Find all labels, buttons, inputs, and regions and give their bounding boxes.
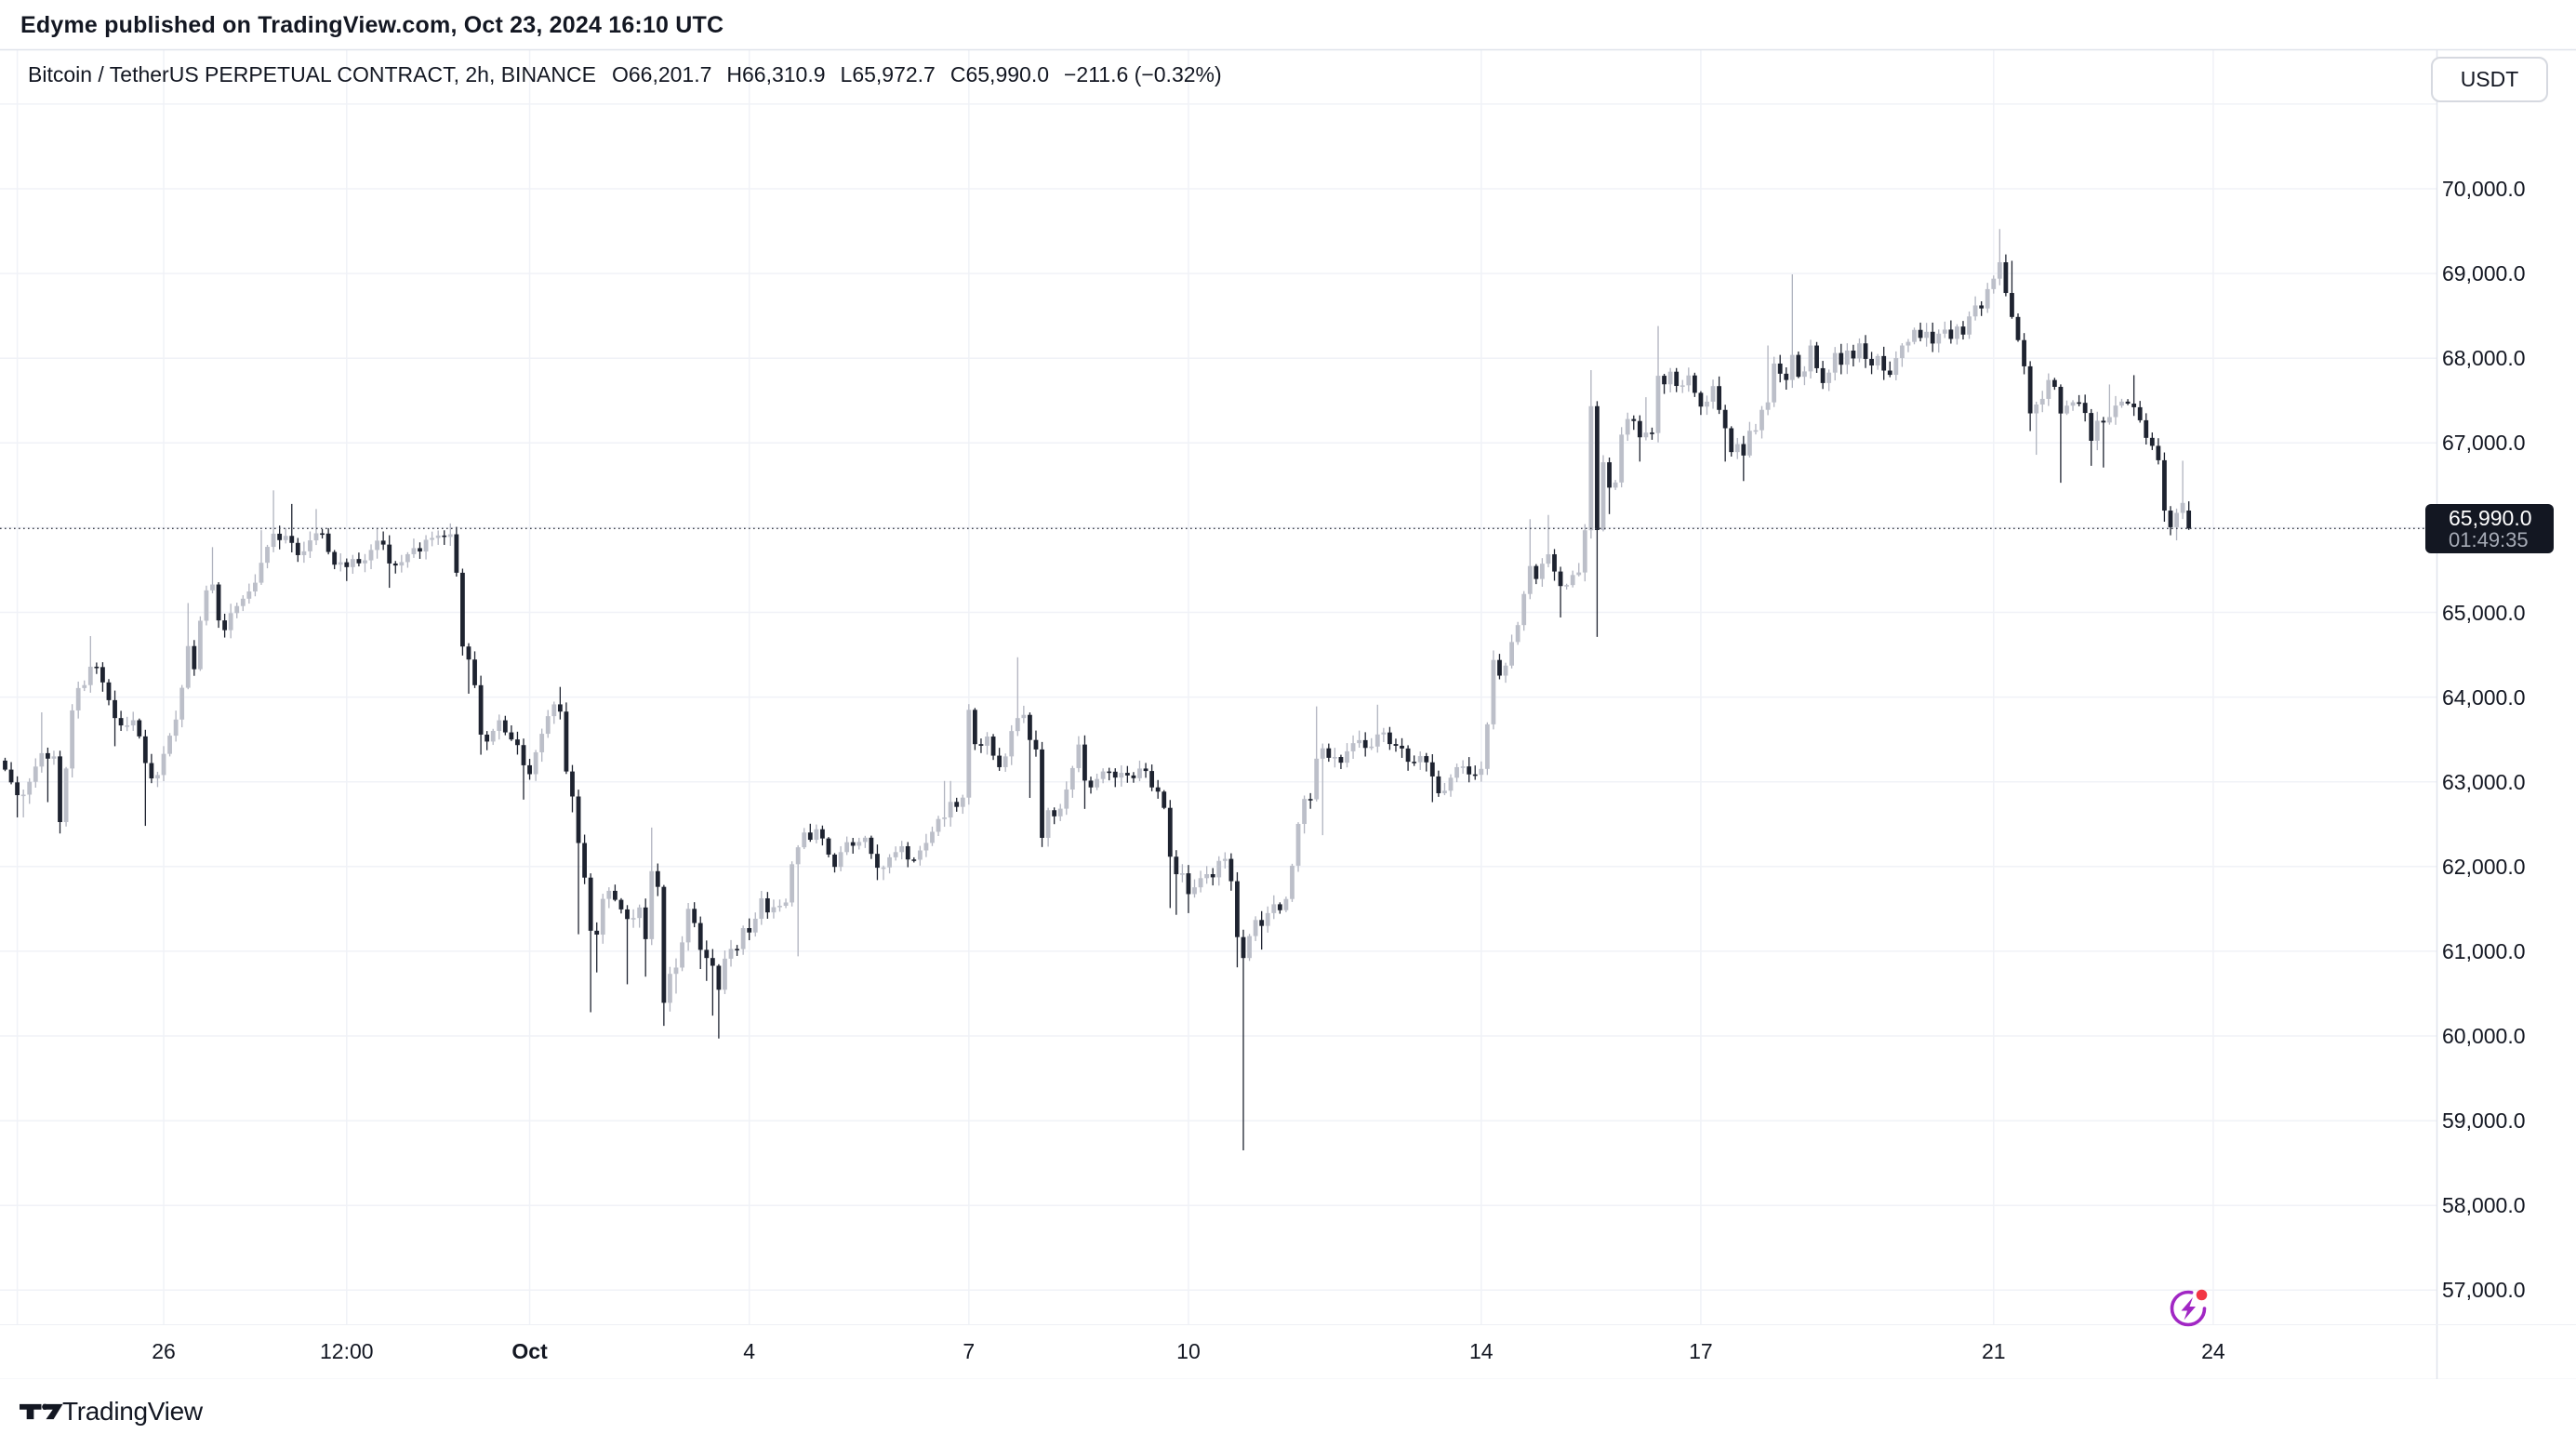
price-tick-label: 67,000.0 xyxy=(2442,431,2526,456)
ohlc-item: −211.6 (−0.32%) xyxy=(1064,62,1222,86)
price-tick-label: 61,000.0 xyxy=(2442,938,2526,963)
publish-title: Edyme published on TradingView.com, Oct … xyxy=(20,12,724,38)
symbol-title: Bitcoin / TetherUS PERPETUAL CONTRACT, 2… xyxy=(28,62,596,86)
price-tick-label: 62,000.0 xyxy=(2442,854,2526,879)
time-tick-label: 24 xyxy=(2201,1339,2225,1363)
time-tick-label: Oct xyxy=(511,1339,548,1363)
last-price-value: 65,990.0 xyxy=(2449,506,2532,530)
price-tick-label: 63,000.0 xyxy=(2442,769,2526,794)
time-tick-label: 12:00 xyxy=(320,1339,374,1363)
time-tick-label: 17 xyxy=(1689,1339,1713,1363)
time-tick-label: 26 xyxy=(152,1339,176,1363)
page-footer: TradingView xyxy=(0,1379,2576,1447)
gridlines xyxy=(0,49,2437,1324)
currency-toggle-button[interactable]: USDT xyxy=(2431,57,2548,102)
time-tick-label: 21 xyxy=(1981,1339,2006,1363)
time-tick-label: 10 xyxy=(1176,1339,1201,1363)
ohlc-item: O66,201.7 xyxy=(611,62,712,86)
price-tick-label: 68,000.0 xyxy=(2442,346,2526,371)
price-tick-label: 59,000.0 xyxy=(2442,1108,2526,1134)
price-tick-label: 65,000.0 xyxy=(2442,600,2526,625)
symbol-legend[interactable]: Bitcoin / TetherUS PERPETUAL CONTRACT, 2… xyxy=(28,62,1222,87)
price-tick-label: 69,000.0 xyxy=(2442,261,2526,286)
tradingview-logo-icon[interactable] xyxy=(20,1399,63,1425)
candlestick-series xyxy=(3,229,2192,1150)
ohlc-item: H66,310.9 xyxy=(726,62,826,86)
time-tick-label: 7 xyxy=(963,1339,976,1363)
ohlc-item: L65,972.7 xyxy=(840,62,936,86)
time-tick-label: 4 xyxy=(743,1339,756,1363)
time-tick-label: 14 xyxy=(1469,1339,1494,1363)
price-tick-label: 64,000.0 xyxy=(2442,684,2526,710)
bar-countdown: 01:49:35 xyxy=(2449,528,2529,551)
ohlc-values: O66,201.7 H66,310.9 L65,972.7 C65,990.0 −211… xyxy=(612,62,1222,87)
tradingview-logo-text[interactable]: TradingView xyxy=(62,1397,203,1426)
price-tick-label: 57,000.0 xyxy=(2442,1278,2526,1303)
price-tick-label: 58,000.0 xyxy=(2442,1193,2526,1218)
page-header: Edyme published on TradingView.com, Oct … xyxy=(0,0,2576,49)
last-price-badge: 65,990.0 01:49:35 xyxy=(2425,504,2554,553)
price-tick-label: 70,000.0 xyxy=(2442,177,2526,201)
ohlc-item: C65,990.0 xyxy=(949,62,1049,86)
price-tick-label: 60,000.0 xyxy=(2442,1024,2526,1048)
